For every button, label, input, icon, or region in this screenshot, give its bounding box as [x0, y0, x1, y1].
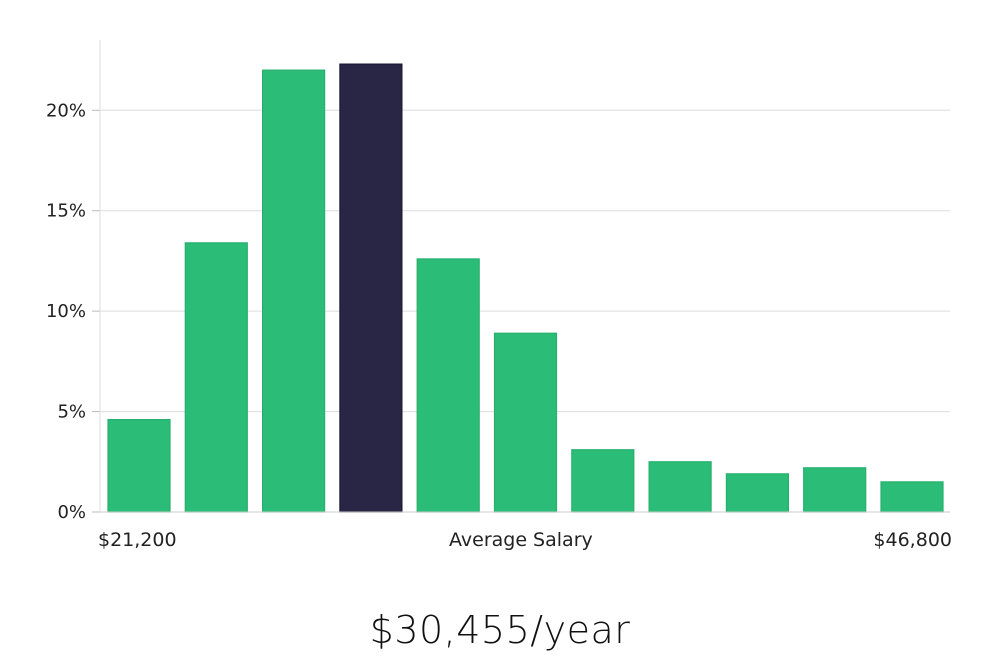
bar	[648, 461, 712, 513]
y-tick-label: 10%	[46, 301, 86, 322]
bar	[416, 258, 480, 513]
bar	[803, 467, 867, 513]
y-tick-label: 20%	[46, 100, 86, 121]
y-tick-label: 0%	[57, 502, 86, 523]
y-tick-label: 15%	[46, 201, 86, 222]
salary-histogram: 0% 5% 10% 15% 20%	[46, 40, 950, 523]
average-salary-value: $30,455/year	[369, 608, 631, 652]
bar	[107, 419, 171, 513]
bar	[571, 449, 635, 513]
bar	[493, 332, 558, 513]
x-axis-max-label: $46,800	[873, 529, 952, 551]
x-axis-min-label: $21,200	[98, 529, 177, 551]
bar-average-bucket	[339, 63, 403, 513]
x-axis-center-label: Average Salary	[449, 529, 593, 551]
bar	[184, 242, 248, 513]
bar	[725, 473, 790, 513]
y-tick-label: 5%	[57, 402, 86, 423]
bar	[880, 481, 944, 513]
bar	[262, 69, 326, 513]
